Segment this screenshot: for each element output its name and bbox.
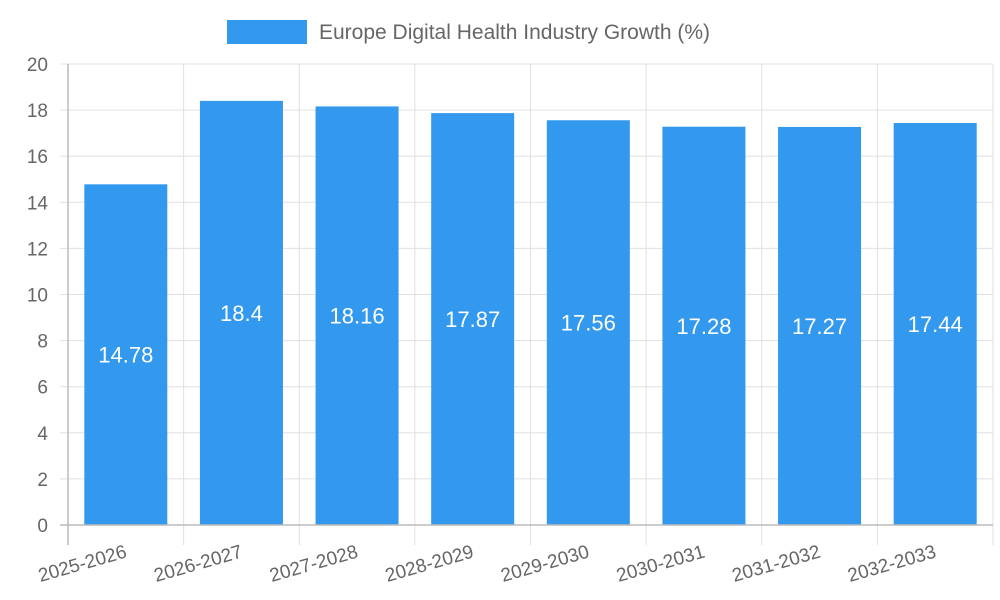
x-axis-ticks: 2025-2026 2026-2027 2027-2028 2028-2029 2029… — [36, 542, 939, 587]
x-tick-label: 2026-2027 — [152, 542, 245, 587]
data-label: 17.87 — [445, 307, 500, 332]
y-tick-label: 10 — [27, 286, 48, 307]
y-tick-label: 0 — [37, 516, 48, 537]
bar[interactable] — [199, 100, 283, 525]
y-tick-label: 12 — [27, 239, 48, 260]
y-tick-label: 8 — [37, 332, 48, 353]
data-label: 17.28 — [676, 314, 731, 339]
y-tick-label: 20 — [27, 55, 48, 76]
bar[interactable] — [893, 123, 977, 526]
y-tick-label: 18 — [27, 101, 48, 122]
x-tick-label: 2027-2028 — [267, 542, 360, 587]
x-tick-label: 2031-2032 — [730, 542, 823, 587]
y-tick-label: 6 — [37, 378, 48, 399]
y-tick-label: 4 — [37, 424, 48, 445]
x-tick-label: 2029-2030 — [499, 542, 592, 587]
bars — [84, 100, 977, 526]
bar[interactable] — [662, 126, 746, 526]
x-tick-label: 2032-2033 — [845, 542, 938, 587]
bar[interactable] — [84, 184, 168, 526]
x-tick-label: 2025-2026 — [36, 542, 129, 587]
data-label: 18.16 — [330, 304, 385, 329]
bar[interactable] — [431, 113, 515, 525]
bar[interactable] — [778, 126, 862, 525]
x-tick-label: 2028-2029 — [383, 542, 476, 587]
x-tick-label: 2030-2031 — [614, 542, 707, 587]
legend[interactable]: Europe Digital Health Industry Growth (%… — [227, 20, 710, 44]
bar[interactable] — [315, 106, 399, 526]
y-tick-label: 16 — [27, 147, 48, 168]
data-label: 17.44 — [908, 312, 963, 337]
data-label: 14.78 — [98, 343, 153, 368]
data-label: 17.27 — [792, 314, 847, 339]
data-labels: 14.78 18.4 18.16 17.87 17.56 17.28 17.27 17.44 — [98, 301, 962, 368]
legend-label: Europe Digital Health Industry Growth (%… — [319, 21, 710, 44]
data-label: 18.4 — [220, 301, 263, 326]
bar[interactable] — [546, 120, 630, 525]
y-tick-label: 2 — [37, 470, 48, 491]
legend-swatch — [227, 20, 307, 44]
data-label: 17.56 — [561, 311, 616, 336]
y-tick-label: 14 — [27, 193, 49, 214]
y-axis-ticks: 0 2 4 6 8 10 12 14 16 18 20 — [27, 55, 49, 537]
